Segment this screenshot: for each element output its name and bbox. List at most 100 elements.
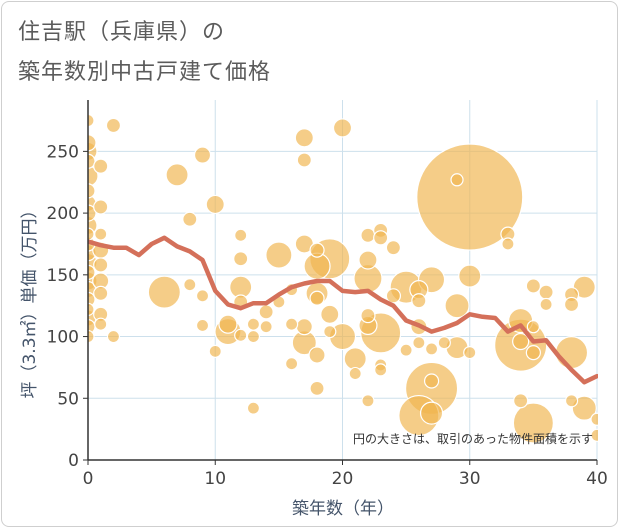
data-point: [106, 329, 121, 344]
data-point: [513, 393, 529, 409]
data-point: [193, 146, 212, 164]
data-point: [88, 329, 95, 344]
data-point: [105, 117, 122, 134]
data-point: [285, 317, 299, 331]
data-point: [399, 343, 413, 357]
x-axis-title: 築年数（年）: [292, 499, 394, 519]
x-tick-label: 0: [83, 469, 94, 489]
bubble-layer: [88, 113, 598, 444]
data-point: [590, 412, 598, 426]
data-point: [309, 242, 325, 258]
data-point: [563, 296, 580, 313]
data-point: [309, 290, 325, 306]
data-point: [285, 357, 299, 371]
data-point: [182, 211, 198, 227]
data-point: [416, 143, 524, 251]
data-point: [246, 329, 261, 344]
trend-line: [88, 235, 598, 385]
data-point: [94, 317, 108, 331]
data-point: [458, 264, 482, 288]
data-point: [423, 373, 440, 389]
data-point: [294, 128, 314, 148]
data-point: [218, 314, 238, 334]
data-point: [412, 336, 426, 350]
data-point: [205, 194, 225, 215]
data-point: [165, 163, 189, 187]
bubble-size-note: 円の大きさは、取引のあった物件面積を示す: [353, 431, 593, 446]
y-tick-label: 250: [47, 142, 79, 162]
data-point: [360, 227, 376, 243]
data-point: [88, 113, 95, 128]
data-point: [195, 289, 210, 303]
data-point: [88, 291, 96, 308]
data-point: [93, 257, 109, 273]
data-point: [88, 302, 95, 316]
data-point: [323, 325, 337, 339]
data-point: [437, 336, 451, 350]
data-point: [93, 199, 109, 215]
data-point: [234, 228, 248, 242]
data-point: [93, 158, 109, 174]
data-point: [463, 346, 477, 360]
data-point: [343, 347, 367, 371]
data-point: [308, 346, 326, 364]
data-point: [309, 380, 325, 396]
data-point: [360, 307, 376, 324]
data-point: [320, 304, 340, 324]
data-point: [361, 394, 375, 408]
data-point: [385, 288, 401, 304]
y-tick-label: 200: [47, 204, 79, 224]
data-point: [539, 297, 553, 312]
data-point: [554, 336, 589, 370]
data-point: [450, 173, 464, 187]
data-point: [419, 401, 444, 425]
x-tick-label: 30: [459, 469, 481, 489]
data-point: [358, 250, 378, 270]
y-tick-label: 0: [68, 451, 79, 471]
data-point: [385, 240, 401, 256]
data-point: [424, 342, 439, 356]
data-point: [147, 275, 181, 309]
y-axis-title: 坪（3.3㎡）単価（万円）: [20, 201, 40, 398]
y-tick-label: 100: [47, 328, 79, 348]
data-point: [88, 183, 96, 199]
data-point: [208, 344, 222, 358]
chart-title-line-2: 築年数別中古戸建て価格: [18, 60, 272, 85]
y-tick-label: 150: [47, 266, 79, 286]
data-point: [512, 332, 530, 351]
data-point: [93, 285, 109, 301]
data-point: [88, 264, 96, 280]
data-point: [265, 241, 293, 269]
data-point: [525, 278, 541, 294]
data-point: [94, 227, 108, 241]
data-point: [525, 345, 541, 361]
data-point: [564, 394, 579, 408]
chart-title-line-1: 住吉駅（兵庫県）の: [18, 20, 226, 45]
data-point: [590, 428, 598, 442]
data-point: [88, 134, 97, 152]
data-point: [183, 278, 197, 292]
data-point: [295, 318, 313, 336]
data-point: [571, 395, 597, 421]
data-point: [444, 293, 470, 319]
data-point: [348, 366, 362, 381]
data-point: [233, 251, 249, 267]
y-tick-label: 50: [57, 389, 79, 409]
data-point: [195, 318, 210, 333]
data-point: [332, 118, 353, 138]
data-point: [373, 230, 389, 246]
data-point: [512, 402, 554, 444]
x-tick-label: 40: [586, 469, 608, 489]
data-point: [538, 284, 554, 300]
data-point: [259, 320, 273, 334]
trend-layer: [88, 235, 598, 385]
data-point: [411, 293, 427, 309]
x-tick-label: 20: [332, 469, 354, 489]
x-tick-label: 10: [204, 469, 226, 489]
data-point: [258, 304, 274, 320]
data-point: [296, 152, 312, 168]
data-point: [374, 363, 388, 377]
data-point: [234, 328, 248, 342]
axes: 0 10 20 30 40 0 50 100 150 200 250: [47, 100, 608, 489]
